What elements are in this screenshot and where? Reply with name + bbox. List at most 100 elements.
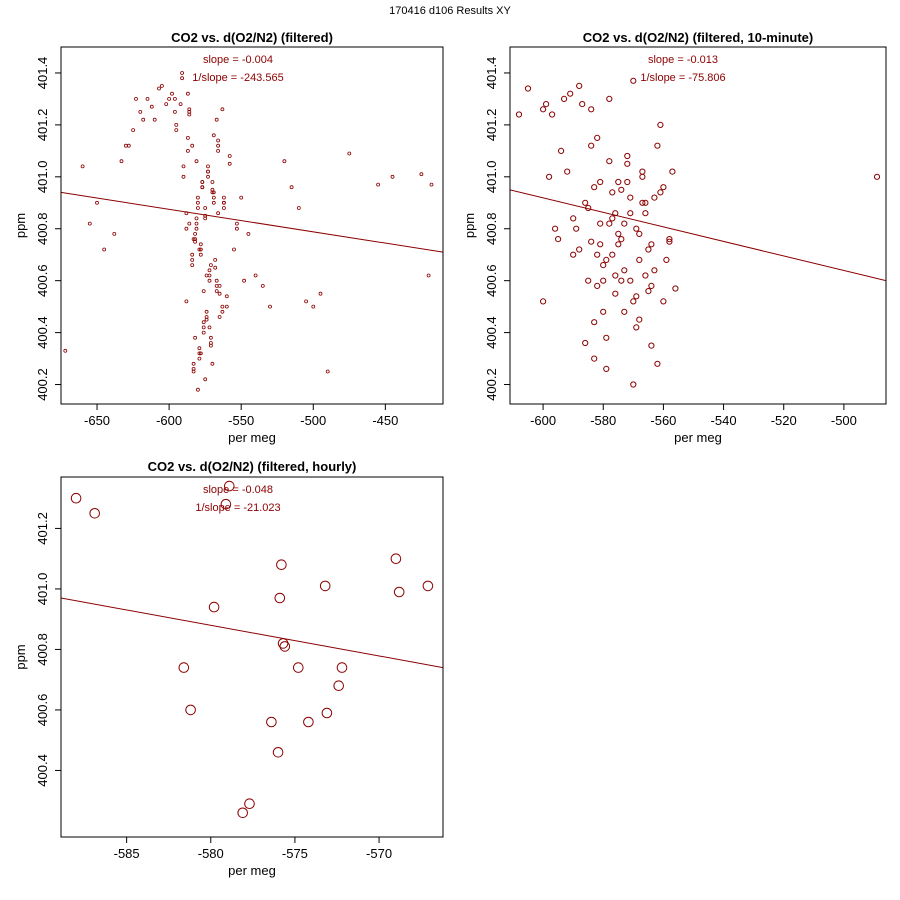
data-point [282,159,287,164]
x-tick-label: -580 [590,413,616,428]
points-group [70,480,434,819]
data-point [211,195,216,200]
data-point [216,143,221,148]
data-point [201,289,206,294]
data-point [201,320,206,325]
data-point [666,238,673,245]
data-point [221,195,226,200]
points-group [63,71,434,392]
data-point [172,110,177,114]
data-point [207,278,212,283]
data-point [274,592,286,604]
data-point [207,268,212,273]
y-tick-label: 400.8 [35,633,50,666]
data-point [194,159,199,164]
data-point [224,480,235,492]
data-point [102,247,107,252]
data-point [603,256,610,263]
y-tick-label: 401.4 [484,57,499,90]
data-point [170,91,174,96]
x-tick-label: -540 [711,413,737,428]
data-point [184,226,189,231]
x-tick-label: -520 [771,413,797,428]
data-point [181,164,186,169]
y-tick-label: 400.6 [484,264,499,297]
data-point [224,294,229,299]
data-point [603,365,610,372]
data-point [266,716,277,728]
data-point [591,355,598,362]
data-point [325,369,330,374]
data-point [217,291,222,296]
x-tick-label: -500 [831,413,857,428]
y-tick-label: 400.4 [484,316,499,349]
data-point [187,112,192,117]
data-point [570,251,577,258]
data-point [429,182,434,187]
data-point [549,111,556,118]
data-point [304,299,309,304]
data-point [159,84,164,88]
data-point [663,256,670,263]
data-point [180,71,185,75]
data-point [390,553,402,565]
data-point [618,277,625,284]
data-point [558,147,565,154]
data-point [220,498,232,510]
panel-title: CO2 vs. d(O2/N2) (filtered, hourly) [148,459,357,474]
plot-frame [60,476,444,838]
data-point [87,221,92,226]
data-point [203,206,208,210]
data-point [597,241,604,248]
data-point [552,225,559,232]
data-point [624,178,631,186]
data-point [234,226,239,231]
data-point [615,241,622,248]
x-tick-label: -580 [198,846,224,861]
data-point [546,173,553,180]
data-point [588,238,595,245]
data-point [187,221,192,226]
data-point [319,580,331,592]
data-point [543,101,550,108]
data-point [63,348,68,353]
data-point [198,351,203,356]
data-point [164,102,169,106]
data-point [594,134,601,141]
data-point [194,221,199,226]
data-point [208,601,220,613]
data-point [242,278,247,283]
y-axis-label: ppm [13,213,28,238]
data-point [197,247,202,252]
data-point [279,641,291,652]
data-point [621,267,628,274]
data-point [303,716,314,728]
data-point [207,325,212,330]
data-point [185,91,190,96]
data-point [167,97,172,101]
data-point [190,252,195,257]
data-point [579,101,586,108]
data-point [597,178,604,186]
data-point [651,194,658,201]
data-point [185,704,196,716]
y-tick-label: 400.4 [35,316,50,349]
data-point [633,225,640,232]
y-tick-label: 401.0 [35,161,50,194]
data-point [660,184,667,191]
data-point [203,377,208,382]
data-point [540,106,547,113]
data-point [174,123,179,127]
data-point [112,231,117,236]
data-point [567,90,574,97]
data-point [220,309,225,314]
data-point [190,143,195,148]
scatter-panel-2: CO2 vs. d(O2/N2) (filtered, 10-minute) sl… [462,30,887,445]
data-point [633,293,640,300]
data-point [206,174,210,179]
data-point [216,148,221,153]
data-point [393,586,405,598]
data-point [210,361,215,366]
data-point [149,104,154,109]
data-point [203,213,208,218]
